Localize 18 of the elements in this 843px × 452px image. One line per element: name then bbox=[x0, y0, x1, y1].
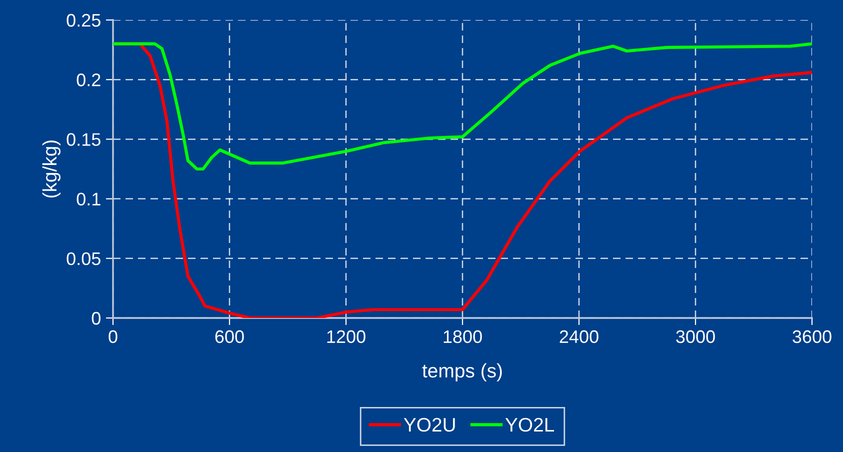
x-tick-label: 2400 bbox=[560, 330, 598, 344]
y-tick-label: 0.25 bbox=[66, 14, 100, 27]
x-tick-label: 0 bbox=[108, 330, 118, 344]
x-tick-label: 3600 bbox=[792, 330, 832, 344]
x-tick-label: 3000 bbox=[676, 330, 715, 344]
legend-label: YO2U bbox=[404, 418, 455, 432]
y-tick-label: 0.05 bbox=[66, 252, 100, 266]
x-tick-label: 1200 bbox=[327, 330, 366, 344]
y-tick-label: 0.2 bbox=[76, 74, 100, 86]
y-tick-label: 0.1 bbox=[76, 192, 100, 206]
x-axis-title: temps (s) bbox=[422, 363, 502, 382]
x-tick-label: 600 bbox=[215, 330, 244, 344]
x-tick-label: 1800 bbox=[444, 330, 482, 344]
y-tick-label: 0 bbox=[92, 312, 100, 325]
y-tick-label: 0.15 bbox=[66, 133, 100, 146]
line-series bbox=[113, 42, 812, 171]
y-axis-title: (kg/kg) bbox=[42, 140, 60, 198]
legend-label: YO2L bbox=[505, 418, 554, 432]
